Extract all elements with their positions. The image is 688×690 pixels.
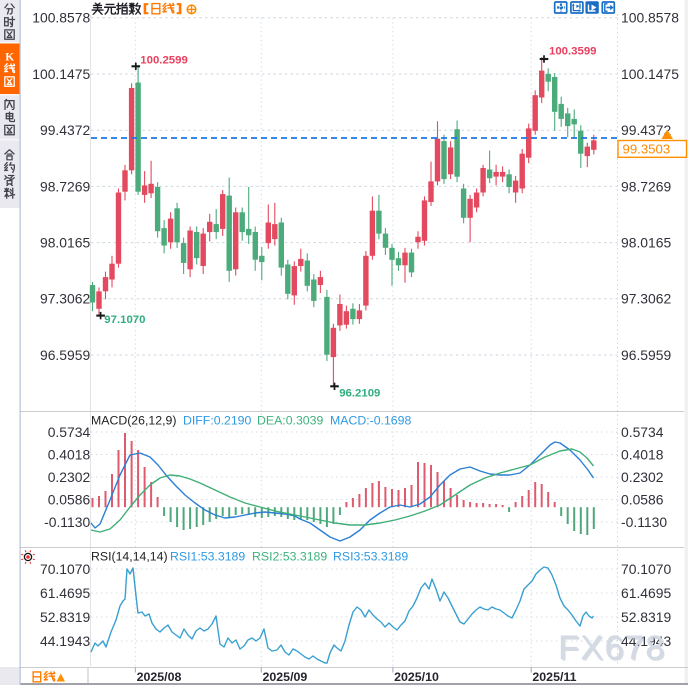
svg-text:97.1070: 97.1070 [104,314,145,326]
svg-text:RSI(14,14,14): RSI(14,14,14) [91,550,168,564]
svg-text:2025/10: 2025/10 [394,670,439,684]
svg-text:2025/11: 2025/11 [532,670,576,684]
svg-text:61.4695: 61.4695 [40,585,90,601]
svg-text:99.3503: 99.3503 [623,142,671,157]
svg-text:52.8319: 52.8319 [621,609,671,625]
svg-text:-0.1130: -0.1130 [44,514,90,530]
svg-text:0.5734: 0.5734 [48,424,91,440]
svg-text:0.0586: 0.0586 [48,491,91,507]
svg-text:98.7269: 98.7269 [40,178,90,194]
svg-text:100.3599: 100.3599 [549,46,597,58]
svg-text:96.2109: 96.2109 [339,388,380,400]
svg-text:FX678: FX678 [558,629,666,667]
svg-text:97.3062: 97.3062 [621,291,671,307]
svg-text:98.0165: 98.0165 [40,235,90,251]
svg-text:RSI2:53.3189: RSI2:53.3189 [252,550,327,564]
svg-text:-0.1130: -0.1130 [621,514,667,530]
svg-text:2025/09: 2025/09 [263,670,308,684]
svg-text:RSI1:53.3189: RSI1:53.3189 [170,550,245,564]
svg-text:70.1070: 70.1070 [40,561,90,577]
svg-text:2025/08: 2025/08 [137,670,182,684]
svg-text:100.1475: 100.1475 [32,66,90,82]
svg-text:100.2599: 100.2599 [140,55,188,67]
svg-text:98.7269: 98.7269 [621,178,671,194]
svg-text:98.0165: 98.0165 [621,235,671,251]
svg-text:0.2302: 0.2302 [621,469,664,485]
svg-text:MACD:-0.1698: MACD:-0.1698 [330,414,411,428]
svg-text:0.0586: 0.0586 [621,491,664,507]
svg-text:DEA:0.3039: DEA:0.3039 [257,414,323,428]
svg-text:100.1475: 100.1475 [621,66,679,82]
svg-text:96.5959: 96.5959 [621,347,671,363]
svg-text:RSI3:53.3189: RSI3:53.3189 [333,550,408,564]
svg-text:99.4372: 99.4372 [40,122,90,138]
svg-text:0.2302: 0.2302 [48,469,91,485]
svg-text:100.8578: 100.8578 [621,10,679,26]
svg-text:70.1070: 70.1070 [621,561,671,577]
svg-text:0.5734: 0.5734 [621,424,664,440]
svg-text:44.1943: 44.1943 [40,633,90,649]
svg-text:0.4018: 0.4018 [48,446,91,462]
svg-text:100.8578: 100.8578 [32,10,90,26]
svg-text:0.4018: 0.4018 [621,446,664,462]
svg-text:97.3062: 97.3062 [40,291,90,307]
svg-text:K: K [5,51,14,63]
svg-text:52.8319: 52.8319 [40,609,90,625]
svg-text:61.4695: 61.4695 [621,585,671,601]
svg-text:96.5959: 96.5959 [40,347,90,363]
svg-text:MACD(26,12,9): MACD(26,12,9) [91,414,176,428]
svg-text:DIFF:0.2190: DIFF:0.2190 [183,414,252,428]
